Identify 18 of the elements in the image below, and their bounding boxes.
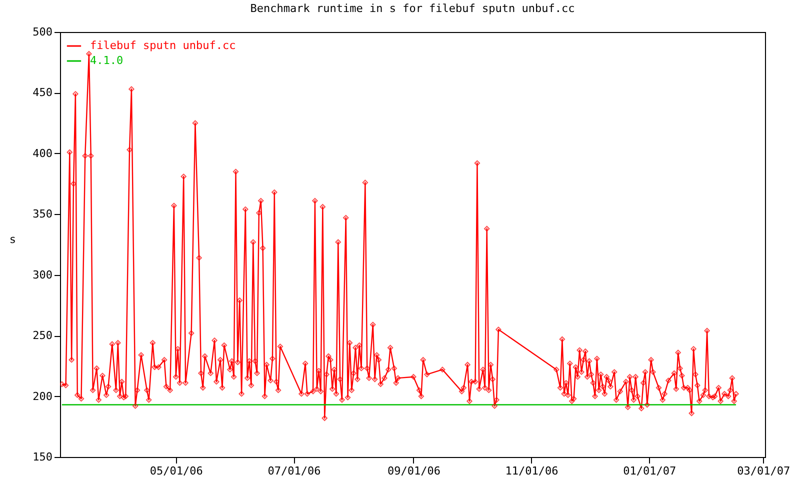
x-tick-label: 09/01/06 [387, 464, 440, 478]
x-tick-label: 01/01/07 [623, 464, 676, 478]
y-tick-label: 150 [32, 450, 52, 464]
x-tick-label: 07/01/06 [268, 464, 321, 478]
x-tick-label: 03/01/07 [737, 464, 790, 478]
x-tick-label: 11/01/06 [505, 464, 558, 478]
y-tick-label: 200 [32, 390, 52, 403]
y-axis-title: s [9, 233, 16, 246]
chart-title: Benchmark runtime in s for filebuf sputn unbuf.cc [250, 2, 575, 15]
y-tick-label: 350 [32, 208, 52, 221]
y-tick-label: 500 [32, 26, 52, 38]
y-tick-label: 400 [32, 146, 52, 160]
y-tick-label: 250 [32, 329, 52, 342]
y-tick-label: 300 [32, 268, 52, 282]
y-tick-label: 450 [32, 86, 52, 100]
x-tick-label: 05/01/06 [150, 464, 203, 478]
legend-label: filebuf sputn unbuf.cc [90, 39, 236, 52]
legend-label: 4.1.0 [90, 54, 124, 67]
